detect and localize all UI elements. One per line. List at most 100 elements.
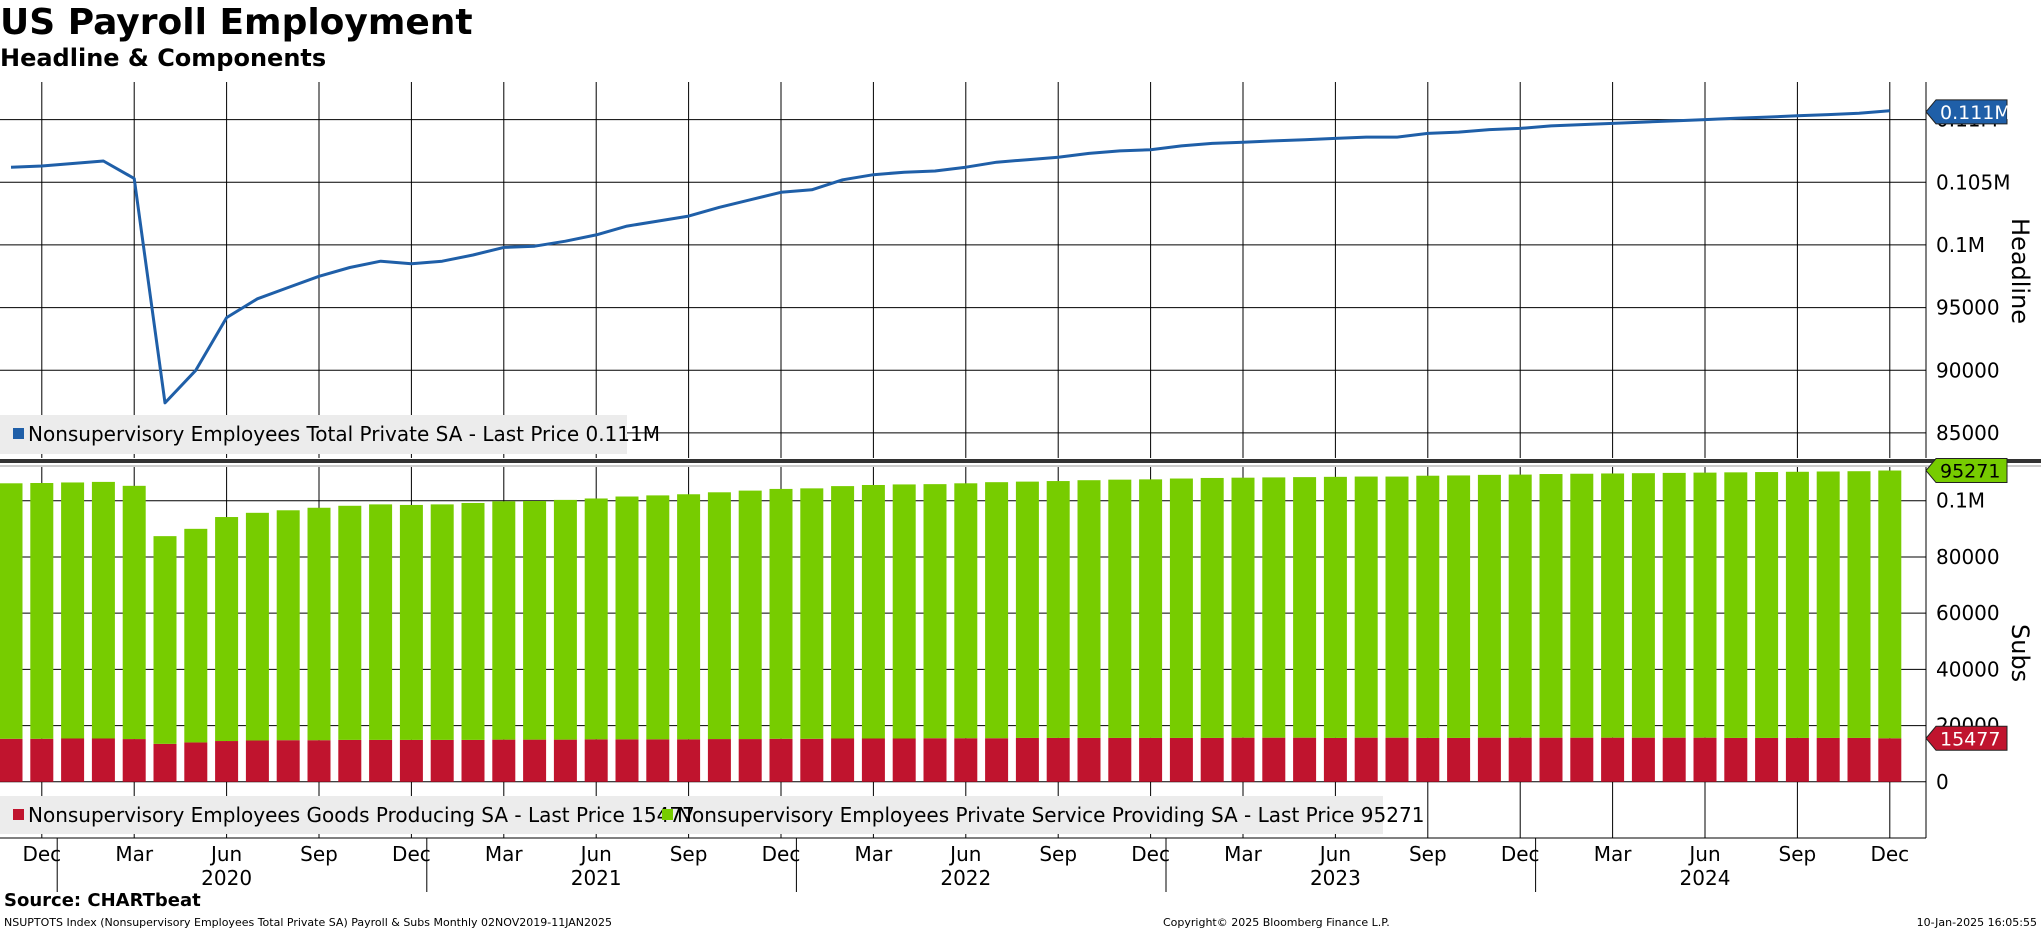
y-tick-label-bottom: 0: [1936, 770, 1949, 794]
last-value-tag-goods-text: 15477: [1940, 728, 2000, 750]
x-tick-label-year: 2024: [1680, 866, 1731, 890]
bar-service-providing: [0, 483, 23, 739]
bar-goods-producing: [1108, 737, 1132, 782]
x-tick-label-month: Dec: [1131, 842, 1170, 866]
x-tick-label-month: Sep: [1779, 842, 1817, 866]
bar-goods-producing: [1293, 737, 1317, 782]
bar-service-providing: [1447, 475, 1471, 738]
bar-goods-producing: [738, 739, 762, 782]
bar-goods-producing: [1816, 737, 1840, 782]
bar-goods-producing: [1785, 737, 1809, 782]
bar-goods-producing: [307, 740, 331, 782]
bar-goods-producing: [1416, 737, 1440, 782]
bar-goods-producing: [0, 738, 23, 782]
bar-goods-producing: [523, 739, 547, 782]
bar-service-providing: [831, 486, 855, 739]
bar-goods-producing: [985, 738, 1009, 782]
bar-service-providing: [1693, 472, 1717, 738]
legend-marker-goods: [13, 809, 24, 820]
bar-goods-producing: [461, 739, 485, 782]
bar-service-providing: [1662, 472, 1686, 738]
bar-service-providing: [122, 485, 146, 740]
x-tick-label-month: Mar: [855, 842, 894, 866]
bar-service-providing: [523, 501, 547, 740]
last-value-tag-services-text: 95271: [1940, 461, 2000, 483]
bar-service-providing: [1077, 480, 1101, 738]
bar-goods-producing: [954, 738, 978, 782]
legend-label-services: Nonsupervisory Employees Private Service…: [677, 803, 1424, 827]
bar-service-providing: [892, 484, 916, 739]
bar-goods-producing: [677, 739, 701, 782]
bar-service-providing: [985, 482, 1009, 739]
bar-goods-producing: [769, 738, 793, 782]
last-value-tag-goods: 15477: [1925, 725, 2008, 751]
x-tick-label-year: 2023: [1310, 866, 1361, 890]
bar-goods-producing: [492, 739, 516, 782]
bar-goods-producing: [1354, 737, 1378, 782]
bar-service-providing: [1847, 471, 1871, 738]
bar-goods-producing: [91, 738, 115, 782]
x-tick-label-month: Sep: [300, 842, 338, 866]
bar-service-providing: [1200, 477, 1224, 738]
bar-service-providing: [61, 482, 85, 739]
bar-goods-producing: [430, 739, 454, 782]
footer-timestamp: 10-Jan-2025 16:05:55: [1916, 916, 2037, 929]
y-axis-title-top: Headline: [2006, 218, 2034, 324]
bar-service-providing: [954, 483, 978, 739]
bar-goods-producing: [584, 739, 608, 782]
bar-service-providing: [307, 507, 331, 741]
bar-goods-producing: [1724, 737, 1748, 782]
legend-marker-headline: [13, 428, 24, 439]
bar-service-providing: [245, 512, 269, 741]
bar-goods-producing: [1539, 737, 1563, 782]
bar-service-providing: [1169, 478, 1193, 738]
bar-service-providing: [430, 504, 454, 740]
bar-service-providing: [30, 483, 54, 739]
y-tick-label-top: 0.1M: [1936, 233, 1985, 257]
bar-goods-producing: [122, 739, 146, 782]
x-tick-label-month: Mar: [115, 842, 154, 866]
bar-service-providing: [1570, 473, 1594, 738]
x-tick-label-year: 2022: [940, 866, 991, 890]
y-tick-label-top: 90000: [1936, 358, 2000, 382]
bar-service-providing: [1262, 477, 1286, 738]
bar-service-providing: [1385, 476, 1409, 738]
legend-box-bottom: [0, 796, 1383, 834]
bar-goods-producing: [923, 738, 947, 782]
bar-service-providing: [153, 536, 177, 744]
bar-goods-producing: [1323, 737, 1347, 782]
bar-service-providing: [1108, 479, 1132, 738]
footer-copyright: Copyright© 2025 Bloomberg Finance L.P.: [1163, 916, 1390, 929]
bar-goods-producing: [1139, 737, 1163, 782]
bar-service-providing: [1231, 477, 1255, 738]
x-tick-label-month: Jun: [948, 842, 981, 866]
bar-service-providing: [1015, 481, 1039, 738]
bar-goods-producing: [1601, 737, 1625, 782]
bar-service-providing: [677, 494, 701, 740]
bar-service-providing: [1323, 476, 1347, 738]
x-tick-label-month: Sep: [670, 842, 708, 866]
last-value-tag-goods-shape: [1925, 725, 2008, 751]
bar-goods-producing: [1662, 737, 1686, 782]
bar-service-providing: [738, 490, 762, 740]
x-tick-label-month: Mar: [1224, 842, 1263, 866]
bar-goods-producing: [615, 739, 639, 782]
bar-service-providing: [923, 484, 947, 739]
bar-service-providing: [1724, 472, 1748, 738]
y-tick-label-top: 95000: [1936, 296, 2000, 320]
source-note: Source: CHARTbeat: [4, 890, 201, 911]
last-value-tag-headline-shape: [1925, 99, 2008, 125]
bar-service-providing: [1293, 477, 1317, 738]
bar-goods-producing: [1508, 737, 1532, 782]
last-value-tag-services: 95271: [1925, 458, 2008, 484]
bar-service-providing: [1785, 471, 1809, 738]
bar-service-providing: [1508, 474, 1532, 738]
bar-service-providing: [276, 510, 300, 741]
bar-goods-producing: [1847, 737, 1871, 782]
chart-title: US Payroll Employment: [0, 2, 473, 43]
bar-goods-producing: [215, 741, 239, 782]
bar-service-providing: [553, 499, 577, 740]
bar-service-providing: [1816, 471, 1840, 738]
bar-service-providing: [1631, 473, 1655, 738]
bar-service-providing: [369, 504, 393, 740]
